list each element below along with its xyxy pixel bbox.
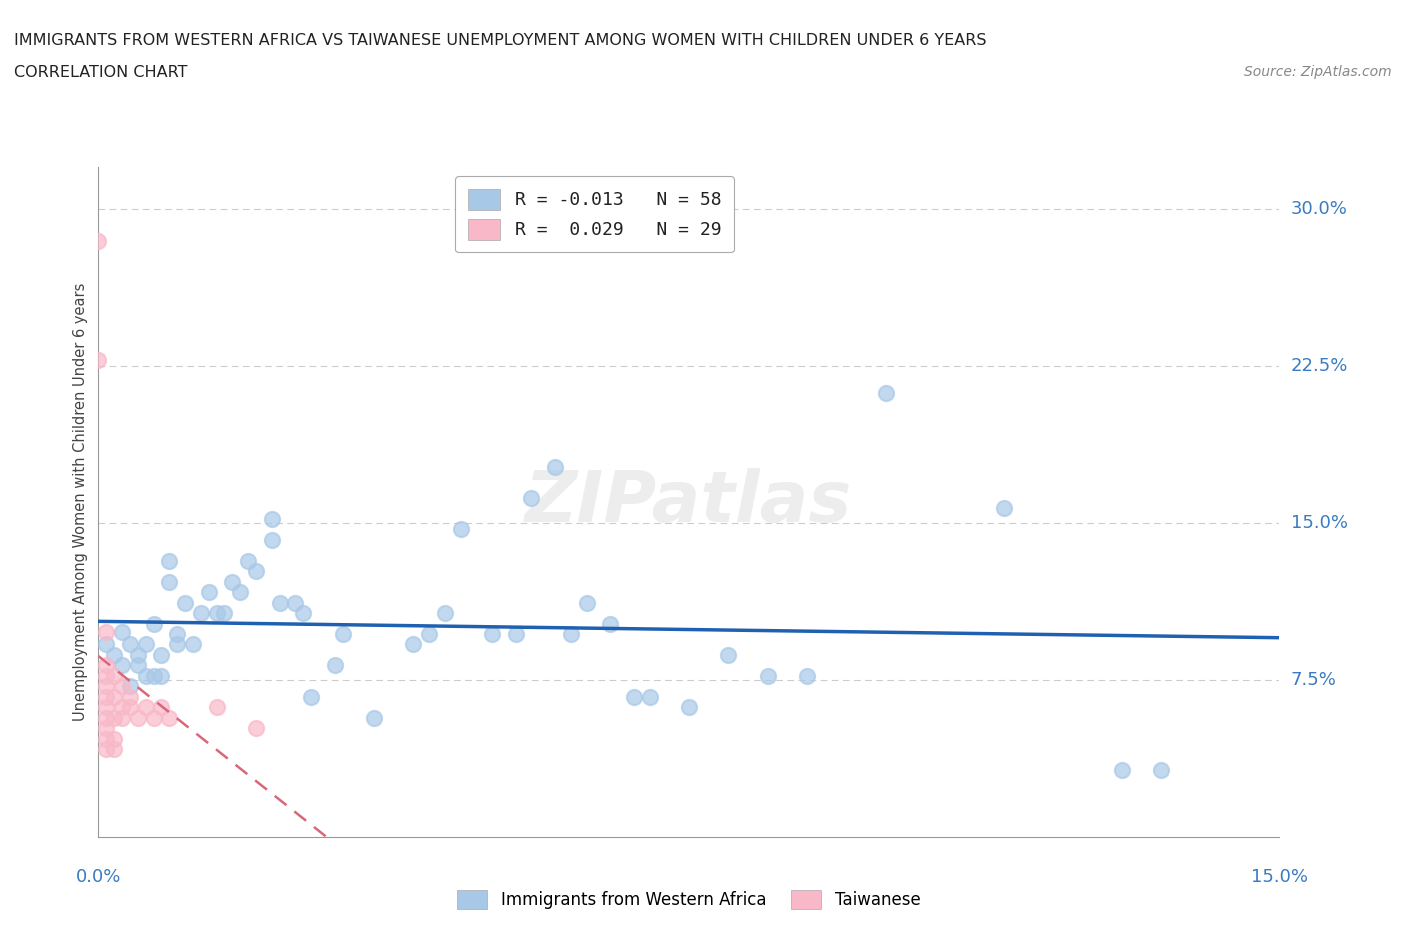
Text: 15.0%: 15.0% xyxy=(1251,868,1308,885)
Text: 0.0%: 0.0% xyxy=(76,868,121,885)
Point xyxy=(245,721,267,736)
Point xyxy=(87,352,110,367)
Point xyxy=(118,679,141,694)
Point xyxy=(96,742,118,757)
Point xyxy=(1150,763,1173,777)
Point xyxy=(481,627,503,642)
Point xyxy=(103,689,125,704)
Point xyxy=(560,627,582,642)
Point xyxy=(150,700,173,715)
Point xyxy=(245,564,267,578)
Point xyxy=(96,711,118,725)
Point xyxy=(142,669,165,684)
Point xyxy=(520,491,543,506)
Point xyxy=(103,731,125,746)
Point xyxy=(599,617,621,631)
Point xyxy=(269,595,291,610)
Point xyxy=(118,689,141,704)
Point xyxy=(96,637,118,652)
Point xyxy=(875,386,897,401)
Point xyxy=(402,637,425,652)
Point xyxy=(111,625,134,640)
Point xyxy=(157,553,180,568)
Point xyxy=(96,689,118,704)
Point xyxy=(96,731,118,746)
Point xyxy=(96,721,118,736)
Point xyxy=(756,669,779,684)
Y-axis label: Unemployment Among Women with Children Under 6 years: Unemployment Among Women with Children U… xyxy=(73,283,87,722)
Point xyxy=(135,700,157,715)
Text: IMMIGRANTS FROM WESTERN AFRICA VS TAIWANESE UNEMPLOYMENT AMONG WOMEN WITH CHILDR: IMMIGRANTS FROM WESTERN AFRICA VS TAIWAN… xyxy=(14,33,987,47)
Text: Source: ZipAtlas.com: Source: ZipAtlas.com xyxy=(1244,65,1392,79)
Point xyxy=(103,711,125,725)
Point xyxy=(575,595,598,610)
Text: 7.5%: 7.5% xyxy=(1291,671,1337,689)
Point xyxy=(221,575,243,590)
Point xyxy=(292,605,315,620)
Point xyxy=(638,689,661,704)
Point xyxy=(236,553,259,568)
Point xyxy=(150,669,173,684)
Point xyxy=(103,742,125,757)
Point xyxy=(505,627,527,642)
Point xyxy=(103,647,125,662)
Point xyxy=(214,605,236,620)
Point xyxy=(323,658,346,673)
Point xyxy=(96,658,118,673)
Point xyxy=(678,700,700,715)
Point xyxy=(174,595,197,610)
Point xyxy=(205,700,228,715)
Point xyxy=(111,711,134,725)
Point xyxy=(96,625,118,640)
Point xyxy=(96,669,118,684)
Point xyxy=(96,679,118,694)
Point xyxy=(993,501,1015,516)
Point xyxy=(135,669,157,684)
Point xyxy=(418,627,440,642)
Point xyxy=(229,585,252,600)
Text: CORRELATION CHART: CORRELATION CHART xyxy=(14,65,187,80)
Point xyxy=(118,700,141,715)
Point xyxy=(197,585,219,600)
Point xyxy=(118,637,141,652)
Point xyxy=(1111,763,1133,777)
Point xyxy=(450,522,472,537)
Text: 15.0%: 15.0% xyxy=(1291,514,1347,532)
Text: 22.5%: 22.5% xyxy=(1291,357,1348,375)
Legend: Immigrants from Western Africa, Taiwanese: Immigrants from Western Africa, Taiwanes… xyxy=(451,884,927,916)
Point xyxy=(142,711,165,725)
Text: 30.0%: 30.0% xyxy=(1291,200,1347,219)
Point xyxy=(127,647,149,662)
Point xyxy=(623,689,645,704)
Point xyxy=(181,637,204,652)
Point xyxy=(166,637,188,652)
Point xyxy=(544,459,567,474)
Point xyxy=(205,605,228,620)
Point xyxy=(103,669,125,684)
Point xyxy=(135,637,157,652)
Point xyxy=(127,711,149,725)
Point xyxy=(87,233,110,248)
Point xyxy=(299,689,322,704)
Point xyxy=(363,711,385,725)
Point xyxy=(96,700,118,715)
Point xyxy=(433,605,456,620)
Point xyxy=(142,617,165,631)
Point xyxy=(127,658,149,673)
Point xyxy=(111,658,134,673)
Point xyxy=(796,669,818,684)
Point xyxy=(166,627,188,642)
Point xyxy=(332,627,354,642)
Point xyxy=(157,575,180,590)
Point xyxy=(260,512,283,526)
Point xyxy=(190,605,212,620)
Point xyxy=(150,647,173,662)
Text: ZIPatlas: ZIPatlas xyxy=(526,468,852,537)
Point xyxy=(111,679,134,694)
Point xyxy=(717,647,740,662)
Point xyxy=(157,711,180,725)
Point xyxy=(260,532,283,547)
Point xyxy=(111,700,134,715)
Point xyxy=(284,595,307,610)
